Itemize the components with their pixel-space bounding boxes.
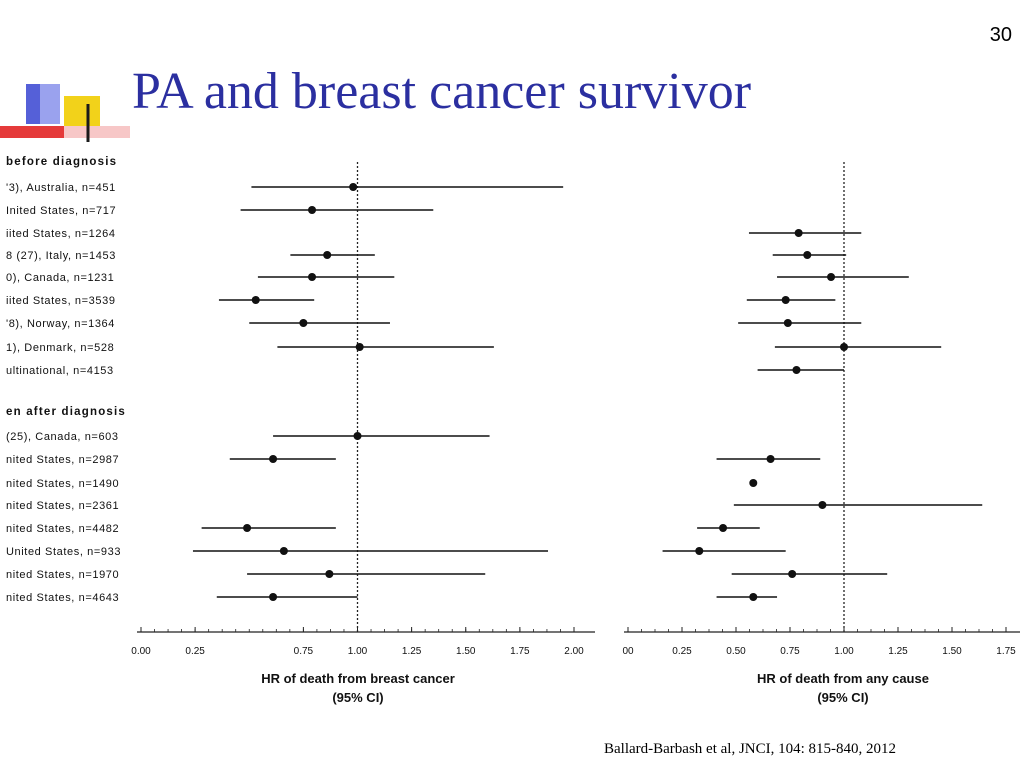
slide-title: PA and breast cancer survivor [132,63,752,120]
logo-red-bar [0,126,64,138]
x-tick-label: 0.00 [131,646,151,657]
x-tick-label: 0.75 [780,646,800,657]
x-tick-label: 2.00 [564,646,584,657]
group-header: en after diagnosis [6,406,126,418]
hr-point [783,319,792,327]
hr-point [840,343,848,351]
x-tick-label: 1.25 [888,646,908,657]
x-tick-label: 1.75 [510,646,530,657]
group-header: before diagnosis [6,156,117,168]
study-label: Inited States, n=717 [6,205,116,217]
x-tick-label: 00 [622,646,634,657]
x-tick-label: 0.75 [294,646,314,657]
logo-pink-fade [64,126,130,138]
study-label: '3), Australia, n=451 [6,182,116,194]
hr-point [325,570,334,578]
hr-point [349,183,358,191]
slide-logo-icon [0,84,130,142]
study-label: nited States, n=2361 [6,500,119,512]
study-label: nited States, n=1970 [6,569,119,581]
x-axis-label: HR of death from breast cancer [261,671,455,686]
hr-point [827,273,836,281]
x-axis-label: (95% CI) [817,690,868,705]
x-tick-label: 1.00 [348,646,368,657]
hr-point [781,296,790,304]
study-label: ultinational, n=4153 [6,365,114,377]
x-tick-label: 1.75 [996,646,1016,657]
citation: Ballard-Barbash et al, JNCI, 104: 815-84… [604,741,897,757]
study-label: (25), Canada, n=603 [6,431,119,443]
hr-point [792,366,801,374]
logo-blue-fade [40,84,60,124]
hr-point [308,273,317,281]
study-label: nited States, n=4643 [6,592,119,604]
hr-point [818,501,827,509]
hr-point [299,319,308,327]
hr-point [749,479,758,487]
study-label: nited States, n=2987 [6,454,119,466]
hr-point [243,524,252,532]
study-label: '8), Norway, n=1364 [6,318,115,330]
study-label: United States, n=933 [6,546,121,558]
study-label: nited States, n=1490 [6,478,119,490]
x-tick-label: 0.25 [185,646,205,657]
x-tick-label: 1.25 [402,646,422,657]
x-axis-label: HR of death from any cause [757,671,929,686]
hr-point [353,432,362,440]
study-label: 1), Denmark, n=528 [6,342,114,354]
slide-number: 30 [989,24,1012,46]
hr-point [766,455,775,463]
x-axis-label: (95% CI) [332,690,383,705]
x-tick-label: 1.50 [942,646,962,657]
study-label: iited States, n=3539 [6,295,116,307]
hr-point [803,251,812,259]
hr-point [719,524,728,532]
hr-point [269,455,278,463]
hr-point [323,251,332,259]
x-tick-label: 0.50 [726,646,746,657]
study-label: nited States, n=4482 [6,523,119,535]
hr-point [794,229,803,237]
x-tick-label: 1.50 [456,646,476,657]
hr-point [788,570,797,578]
hr-point [279,547,288,555]
x-tick-label: 0.25 [672,646,692,657]
study-label: iited States, n=1264 [6,228,116,240]
x-tick-label: 1.00 [834,646,854,657]
hr-point [251,296,260,304]
study-label: 8 (27), Italy, n=1453 [6,250,116,262]
study-label: 0), Canada, n=1231 [6,272,114,284]
hr-point [269,593,278,601]
hr-point [695,547,704,555]
hr-point [308,206,317,214]
hr-point [355,343,364,351]
hr-point [749,593,758,601]
